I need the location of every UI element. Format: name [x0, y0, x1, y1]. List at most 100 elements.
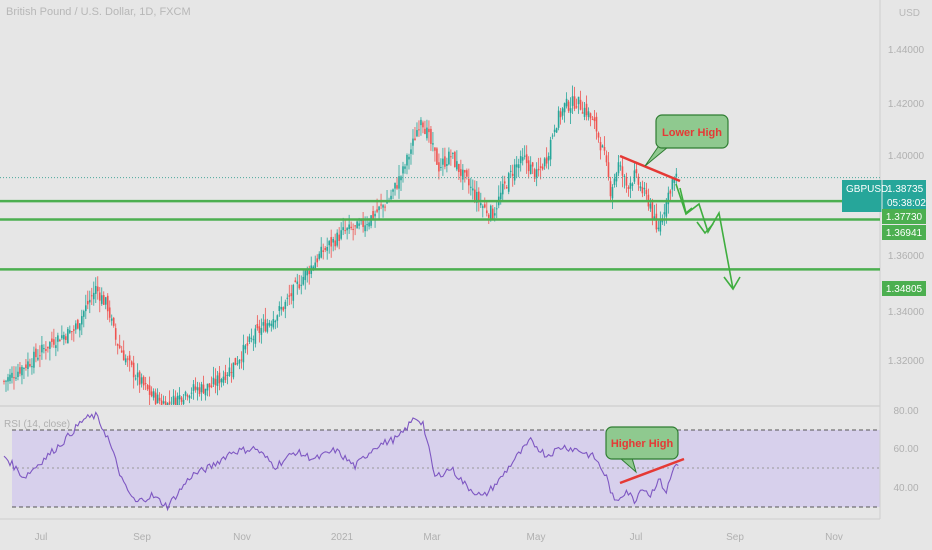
- candle-body: [573, 96, 576, 109]
- candle-body: [194, 386, 197, 390]
- candle-body: [228, 367, 231, 376]
- candle-body: [392, 189, 394, 192]
- candle-body: [493, 213, 496, 216]
- candle-body: [637, 176, 640, 185]
- candle-body: [649, 203, 652, 209]
- candle-body: [336, 232, 338, 246]
- candle-body: [426, 127, 428, 139]
- candle-body: [192, 384, 195, 392]
- price-label-box[interactable]: GBPUSD 1.38735 05:38:02: [842, 180, 926, 212]
- rsi-indicator-label[interactable]: RSI (14, close): [4, 419, 71, 430]
- candle-body: [216, 375, 219, 387]
- candle-body: [541, 166, 544, 170]
- candle-body: [124, 358, 127, 363]
- candle-body: [575, 106, 578, 108]
- candle-body: [605, 155, 608, 163]
- candle-body: [396, 185, 398, 189]
- candle-body: [410, 149, 412, 154]
- candle-body: [549, 139, 552, 160]
- candle-body: [414, 138, 416, 141]
- candle-body: [340, 230, 342, 239]
- candle-body: [352, 228, 354, 230]
- x-tick-mar: Mar: [423, 532, 441, 543]
- candle-body: [533, 169, 536, 179]
- x-tick-sep-2: Sep: [726, 532, 744, 543]
- candle-body: [284, 301, 287, 309]
- candle-body: [98, 292, 101, 301]
- candle-body: [306, 268, 309, 276]
- candle-body: [551, 135, 554, 137]
- higher-high-callout[interactable]: Higher High: [605, 426, 679, 474]
- candle-body: [3, 380, 5, 382]
- candle-body: [480, 203, 482, 206]
- candle-body: [476, 191, 478, 203]
- candle-body: [254, 328, 257, 344]
- candle-body: [617, 162, 620, 174]
- candle-body: [418, 129, 420, 131]
- candle-body: [134, 378, 137, 380]
- candle-body: [328, 241, 330, 246]
- candle-body: [440, 166, 442, 168]
- rsi-tick-80: 80.00: [893, 406, 918, 417]
- candle-body: [202, 384, 205, 394]
- candle-body: [434, 147, 436, 151]
- candle-body: [633, 170, 636, 182]
- candle-body: [234, 357, 237, 365]
- candle-body: [176, 396, 179, 405]
- candle-body: [104, 297, 107, 305]
- candle-body: [19, 367, 21, 374]
- lower-high-callout[interactable]: Lower High: [644, 114, 729, 167]
- candle-body: [150, 391, 153, 397]
- candle-body: [591, 119, 594, 121]
- candle-body: [400, 176, 402, 181]
- candle-body: [5, 380, 7, 382]
- candle-body: [142, 376, 145, 386]
- candle-body: [577, 96, 580, 105]
- candle-body: [262, 322, 265, 326]
- candle-body: [326, 246, 328, 251]
- candle-body: [428, 128, 430, 133]
- candle-body: [210, 385, 213, 388]
- candle-body: [346, 228, 348, 231]
- candle-body: [330, 237, 332, 247]
- candle-body: [372, 211, 374, 219]
- candle-body: [581, 112, 584, 114]
- candle-body: [178, 395, 181, 400]
- candle-body: [422, 122, 424, 128]
- candle-body: [535, 169, 538, 178]
- candle-body: [59, 339, 61, 342]
- lower-high-trendline[interactable]: [619, 154, 681, 183]
- candle-body: [619, 165, 622, 167]
- candle-body: [491, 208, 494, 219]
- candle-body: [466, 170, 468, 177]
- candle-body: [224, 372, 227, 381]
- candle-body: [162, 401, 165, 404]
- candle-body: [47, 346, 49, 349]
- candle-body: [122, 350, 125, 361]
- candle-body: [432, 143, 434, 145]
- candle-body: [236, 363, 239, 365]
- candle-body: [114, 328, 117, 340]
- candle-body: [334, 240, 336, 247]
- candle-body: [669, 190, 672, 194]
- candle-body: [557, 110, 560, 128]
- candle-body: [563, 103, 566, 113]
- arrowhead-1: [679, 187, 693, 215]
- candle-body: [380, 204, 382, 206]
- candle-body: [158, 397, 161, 401]
- candle-body: [166, 403, 169, 405]
- candle-body: [599, 141, 602, 151]
- symbol-header[interactable]: British Pound / U.S. Dollar, 1D, FXCM: [6, 6, 191, 18]
- candle-body: [232, 362, 235, 378]
- higher-high-trendline[interactable]: [619, 457, 685, 485]
- candle-body: [11, 372, 13, 378]
- candle-body: [214, 378, 217, 386]
- candle-body: [446, 164, 448, 166]
- candle-body: [665, 199, 668, 217]
- candle-body: [186, 395, 189, 397]
- rsi-line: [3, 411, 679, 512]
- candle-body: [386, 201, 388, 204]
- candle-body: [120, 350, 123, 353]
- candle-body: [675, 173, 678, 177]
